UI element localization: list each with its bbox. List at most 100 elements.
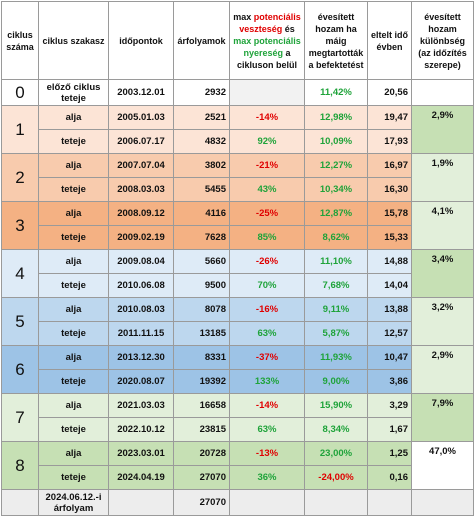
years: 16,30 <box>367 177 412 202</box>
yield: 12,27% <box>304 153 368 178</box>
empty-cell <box>367 489 412 516</box>
years: 1,67 <box>367 417 412 442</box>
date: 2010.06.08 <box>108 273 174 298</box>
header-part: a cikluson belül <box>236 47 297 70</box>
potential: -14% <box>229 105 305 130</box>
difference: 7,9% <box>411 393 474 442</box>
years: 19,47 <box>367 105 412 130</box>
empty-cell <box>1 489 39 516</box>
yield: 11,93% <box>304 345 368 370</box>
potential: 85% <box>229 225 305 250</box>
header-part: potenciális veszteség <box>239 11 301 34</box>
difference: 3,2% <box>411 297 474 346</box>
price: 4832 <box>173 129 230 154</box>
yield: 12,87% <box>304 201 368 226</box>
years: 17,93 <box>367 129 412 154</box>
potential: 92% <box>229 129 305 154</box>
years: 3,29 <box>367 393 412 418</box>
table-row: 3 alja 2008.09.12 4116 -25% 12,87% 15,78 4,1% <box>1 201 474 250</box>
years: 13,88 <box>367 297 412 322</box>
price: 7628 <box>173 225 230 250</box>
empty-cell <box>411 79 474 106</box>
yield: 8,34% <box>304 417 368 442</box>
column-header: ciklus száma <box>1 1 39 80</box>
empty-cell <box>108 489 174 516</box>
table-row: 0 előző ciklus teteje 2003.12.01 2932 11,42%… <box>1 79 474 106</box>
yield: 9,11% <box>304 297 368 322</box>
years: 12,57 <box>367 321 412 346</box>
cycle-number: 0 <box>1 79 39 106</box>
date: 2007.07.04 <box>108 153 174 178</box>
column-header: max potenciális veszteség és max potenci… <box>229 1 305 80</box>
yield: 7,68% <box>304 273 368 298</box>
phase: teteje <box>38 417 109 442</box>
years: 1,25 <box>367 441 412 466</box>
empty-cell <box>304 489 368 516</box>
table-row: teteje 2020.08.07 19392 133% 9,00% 3,86 <box>1 369 474 394</box>
potential: -37% <box>229 345 305 370</box>
date: 2011.11.15 <box>108 321 174 346</box>
phase: alja <box>38 393 109 418</box>
difference: 2,9% <box>411 345 474 394</box>
date: 2013.12.30 <box>108 345 174 370</box>
years: 15,78 <box>367 201 412 226</box>
table-row: teteje 2011.11.15 13185 63% 5,87% 12,57 <box>1 321 474 346</box>
table-row: 1 alja 2005.01.03 2521 -14% 12,98% 19,47 2,9% <box>1 105 474 154</box>
table-row: teteje 2022.10.12 23815 63% 8,34% 1,67 <box>1 417 474 442</box>
header-part: max <box>233 11 254 22</box>
yield: 12,98% <box>304 105 368 130</box>
difference: 3,4% <box>411 249 474 298</box>
difference: 4,1% <box>411 201 474 250</box>
years: 14,88 <box>367 249 412 274</box>
price: 27070 <box>173 465 230 490</box>
phase: alja <box>38 105 109 130</box>
phase: alja <box>38 345 109 370</box>
yield: 10,34% <box>304 177 368 202</box>
price: 5660 <box>173 249 230 274</box>
phase: teteje <box>38 321 109 346</box>
price: 23815 <box>173 417 230 442</box>
empty-cell <box>411 489 474 516</box>
price: 16658 <box>173 393 230 418</box>
phase: teteje <box>38 465 109 490</box>
date: 2006.07.17 <box>108 129 174 154</box>
potential: 63% <box>229 321 305 346</box>
date: 2008.09.12 <box>108 201 174 226</box>
date: 2023.03.01 <box>108 441 174 466</box>
phase: alja <box>38 441 109 466</box>
table-row: teteje 2010.06.08 9500 70% 7,68% 14,04 <box>1 273 474 298</box>
phase: előző ciklus teteje <box>38 79 109 106</box>
table-body: 0 előző ciklus teteje 2003.12.01 2932 11,42%… <box>1 79 474 516</box>
potential: -14% <box>229 393 305 418</box>
difference: 47,0% <box>411 441 474 490</box>
cycle-number: 7 <box>1 393 39 442</box>
price: 5455 <box>173 177 230 202</box>
column-header: évesített hozam ha máig megtartották a b… <box>304 1 368 80</box>
price: 20728 <box>173 441 230 466</box>
cycle-number: 4 <box>1 249 39 298</box>
potential: -21% <box>229 153 305 178</box>
years: 15,33 <box>367 225 412 250</box>
years: 20,56 <box>367 79 412 106</box>
column-header: ciklus szakasz <box>38 1 109 80</box>
phase: teteje <box>38 273 109 298</box>
column-header: eltelt idő évben <box>367 1 412 80</box>
empty-cell <box>229 79 305 106</box>
last-label: 2024.06.12.-i árfolyam <box>38 489 109 516</box>
empty-cell <box>229 489 305 516</box>
column-header: árfolyamok <box>173 1 230 80</box>
table-row: teteje 2024.04.19 27070 36% -24,00% 0,16 <box>1 465 474 490</box>
cycle-number: 6 <box>1 345 39 394</box>
years: 0,16 <box>367 465 412 490</box>
date: 2009.08.04 <box>108 249 174 274</box>
table-row: 8 alja 2023.03.01 20728 -13% 23,00% 1,25 47,0% <box>1 441 474 490</box>
yield: -24,00% <box>304 465 368 490</box>
phase: alja <box>38 153 109 178</box>
phase: alja <box>38 297 109 322</box>
yield: 10,09% <box>304 129 368 154</box>
years: 16,97 <box>367 153 412 178</box>
potential: 63% <box>229 417 305 442</box>
yield: 9,00% <box>304 369 368 394</box>
price: 3802 <box>173 153 230 178</box>
